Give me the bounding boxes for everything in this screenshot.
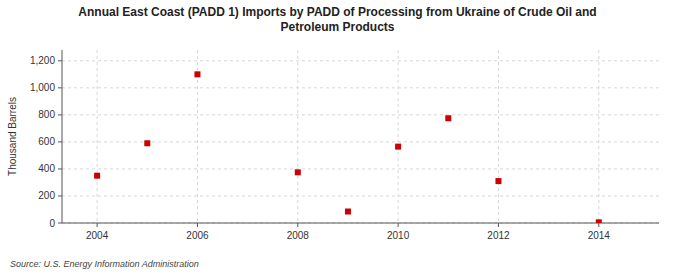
x-tick-label: 2010: [387, 230, 410, 241]
x-grid-line: [598, 50, 599, 223]
y-tick: [58, 114, 62, 115]
y-tick: [58, 141, 62, 142]
chart: Annual East Coast (PADD 1) Imports by PA…: [0, 0, 675, 275]
point: [94, 173, 100, 179]
point: [194, 71, 200, 77]
point: [144, 140, 150, 146]
points: [94, 71, 602, 223]
y-tick-label: 0: [49, 218, 55, 229]
y-axis-line: [62, 50, 63, 223]
x-tick: [97, 223, 98, 227]
y-tick: [58, 223, 62, 224]
x-tick-label: 2012: [487, 230, 510, 241]
y-tick-label: 1,000: [30, 82, 55, 93]
y-axis-label: Thousand Barrels: [7, 97, 18, 176]
y-grid-line: [62, 141, 659, 142]
y-grid-line: [62, 60, 659, 61]
y-tick: [58, 87, 62, 88]
x-tick-label: 2004: [86, 230, 109, 241]
x-tick: [297, 223, 298, 227]
x-tick: [398, 223, 399, 227]
x-tick: [598, 223, 599, 227]
x-tick-label: 2006: [186, 230, 209, 241]
x-tick: [197, 223, 198, 227]
point: [345, 209, 351, 215]
x-tick-label: 2008: [287, 230, 310, 241]
x-grid-line: [297, 50, 298, 223]
x-grid-line: [498, 50, 499, 223]
title-line: Petroleum Products: [280, 20, 394, 34]
y-tick-label: 200: [38, 190, 55, 201]
y-tick-label: 800: [38, 109, 55, 120]
title-line: Annual East Coast (PADD 1) Imports by PA…: [78, 5, 596, 19]
y-tick: [58, 60, 62, 61]
point: [495, 178, 501, 184]
x-tick-label: 2014: [588, 230, 611, 241]
y-grid-line: [62, 87, 659, 88]
y-grid-line: [62, 114, 659, 115]
x-grid-line: [398, 50, 399, 223]
y-tick: [58, 195, 62, 196]
y-tick: [58, 168, 62, 169]
y-tick-label: 600: [38, 136, 55, 147]
grid: [62, 50, 659, 223]
y-grid-line: [62, 195, 659, 196]
point: [596, 219, 602, 223]
x-tick: [498, 223, 499, 227]
point: [295, 169, 301, 175]
point: [395, 144, 401, 150]
y-tick-label: 1,200: [30, 55, 55, 66]
x-axis-line: [62, 223, 659, 224]
x-grid-line: [97, 50, 98, 223]
y-grid-line: [62, 223, 659, 224]
y-tick-label: 400: [38, 163, 55, 174]
y-grid-line: [62, 168, 659, 169]
point: [445, 115, 451, 121]
title: Annual East Coast (PADD 1) Imports by PA…: [78, 5, 596, 34]
source: Source: U.S. Energy Information Administ…: [10, 259, 199, 269]
